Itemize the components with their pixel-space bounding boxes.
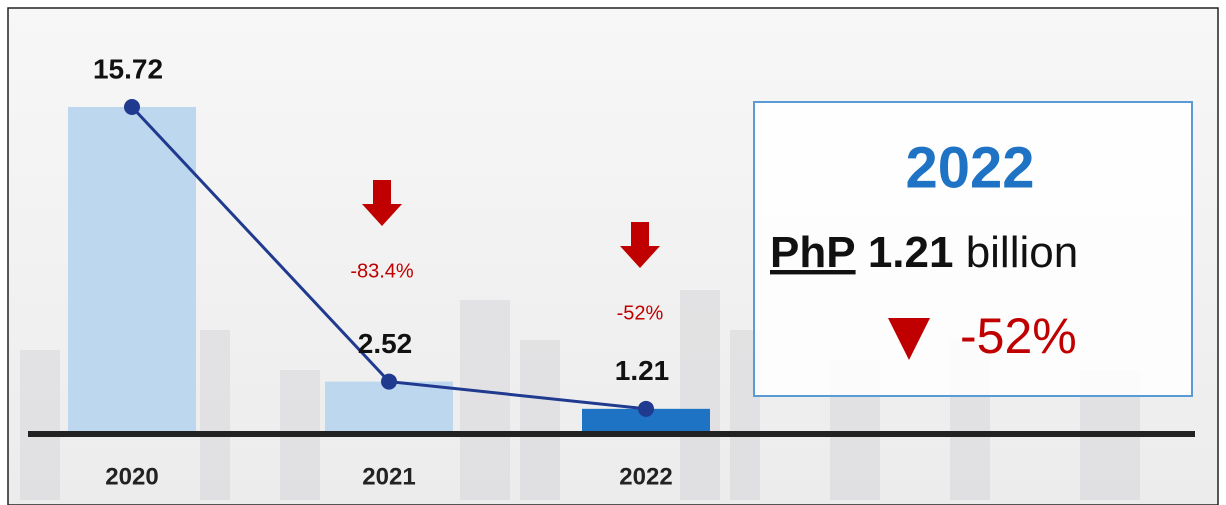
data-label: 1.21 [615, 355, 670, 386]
highlight-amount: 1.21 [868, 228, 954, 277]
data-label: 2.52 [358, 328, 413, 359]
point [124, 99, 140, 115]
data-label: 15.72 [93, 53, 163, 84]
point [381, 374, 397, 390]
x-tick-label: 2021 [362, 463, 415, 490]
chart: 15.72 2020 2.52 2021 1.21 2022 -83.4% -52% 2022… [0, 0, 1226, 505]
highlight-change: -52% [960, 308, 1077, 364]
highlight-amount-line: PhP 1.21 billion [770, 228, 1078, 277]
page: 15.72 2020 2.52 2021 1.21 2022 -83.4% -52% 2022… [0, 0, 1226, 505]
change-label: -83.4% [350, 260, 414, 282]
highlight-year: 2022 [905, 135, 1034, 200]
x-tick-label: 2020 [105, 463, 158, 490]
highlight-currency: PhP [770, 228, 856, 277]
change-label: -52% [617, 302, 664, 324]
highlight-unit: billion [966, 228, 1079, 277]
point [638, 401, 654, 417]
x-tick-label: 2022 [619, 463, 672, 490]
